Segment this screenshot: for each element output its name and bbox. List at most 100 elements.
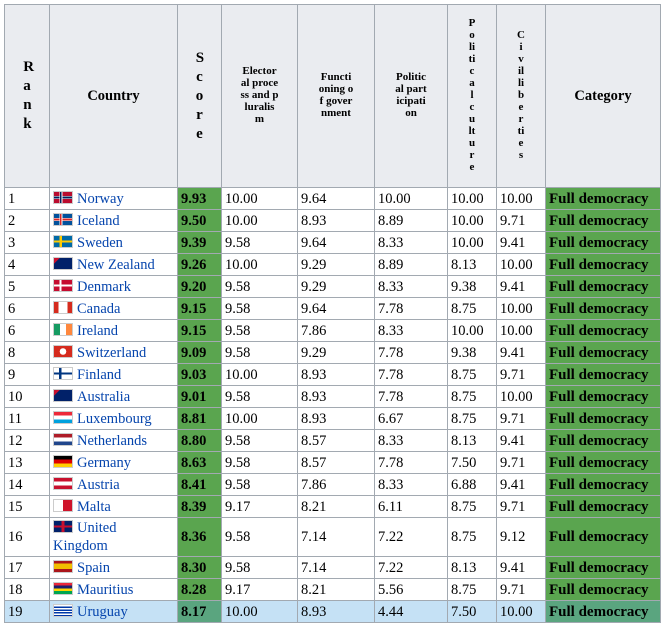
cell-text: 15 [8, 498, 23, 515]
table-cell: 9.38 [447, 275, 497, 298]
cell-text: 7.78 [378, 300, 404, 317]
country-link[interactable]: Canada [77, 300, 121, 317]
table-cell: 9.17 [221, 495, 298, 518]
country-link[interactable]: Norway [77, 190, 124, 207]
table-cell: 8.39 [177, 495, 222, 518]
table-cell[interactable]: Iceland [49, 209, 178, 232]
table-row: 10 Australia 9.01 9.58 8.93 7.78 8.75 10.00 Full… [4, 385, 661, 408]
cell-text: 9.58 [225, 432, 251, 449]
header-cell[interactable]: Political participation [374, 4, 448, 188]
table-row: 2 Iceland 9.50 10.00 8.93 8.89 10.00 9.71 Full d… [4, 209, 661, 232]
table-row: 19 Uruguay 8.17 10.00 8.93 4.44 7.50 10.00 Full … [4, 600, 661, 623]
flag-icon [53, 278, 73, 292]
cell-text: Full democracy [549, 366, 649, 383]
header-text: Rank [23, 59, 35, 132]
cell-text: 8.93 [301, 212, 327, 229]
header-cell[interactable]: Functioning of government [297, 4, 375, 188]
table-cell: 9.58 [221, 319, 298, 342]
table-cell[interactable]: Germany [49, 451, 178, 474]
table-cell[interactable]: Uruguay [49, 600, 178, 623]
table-cell[interactable]: Spain [49, 556, 178, 579]
table-cell[interactable]: Ireland [49, 319, 178, 342]
cell-text: 8.36 [181, 529, 207, 545]
header-cell[interactable]: Electoral process and pluralism [221, 4, 298, 188]
country-link[interactable]: Mauritius [77, 581, 134, 598]
table-cell: 9.41 [496, 429, 546, 452]
cell-text: 8.75 [451, 410, 477, 427]
table-cell[interactable]: Canada [49, 297, 178, 320]
country-link[interactable]: Malta [77, 498, 111, 515]
table-cell: 10.00 [447, 187, 497, 210]
header-cell[interactable]: Score [177, 4, 222, 188]
table-cell: 9.58 [221, 341, 298, 364]
cell-text: 6 [8, 300, 16, 317]
cell-text: 9.93 [181, 190, 207, 207]
table-cell: 11 [4, 407, 50, 430]
country-link[interactable]: Sweden [77, 234, 123, 251]
country-link[interactable]: Ireland [77, 322, 119, 339]
cell-text: 10.00 [451, 190, 484, 207]
country-link[interactable]: Spain [77, 559, 111, 576]
cell-text: 9.58 [225, 322, 251, 339]
table-cell[interactable]: Luxembourg [49, 407, 178, 430]
header-text: Political participation [395, 71, 427, 119]
country-link[interactable]: United Kingdom [53, 520, 117, 554]
cell-text: Full democracy [549, 322, 649, 339]
table-cell: 8.13 [447, 556, 497, 579]
table-cell[interactable]: Switzerland [49, 341, 178, 364]
table-cell[interactable]: Finland [49, 363, 178, 386]
table-cell[interactable]: Mauritius [49, 578, 178, 601]
table-cell: 8.75 [447, 517, 497, 557]
country-link[interactable]: Finland [77, 366, 122, 383]
table-cell: Full democracy [545, 319, 661, 342]
cell-text: 9.41 [500, 476, 526, 493]
cell-text: 9.58 [225, 529, 251, 545]
table-cell: 9.58 [221, 385, 298, 408]
table-cell[interactable]: Austria [49, 473, 178, 496]
country-link[interactable]: Iceland [77, 212, 120, 229]
table-cell: 8.89 [374, 209, 448, 232]
country-link[interactable]: Australia [77, 388, 131, 405]
cell-text: 9.64 [301, 234, 327, 251]
table-cell: 8.36 [177, 517, 222, 557]
flag-icon [53, 498, 73, 512]
country-link[interactable]: Austria [77, 476, 120, 493]
table-row: 5 Denmark 9.20 9.58 9.29 8.33 9.38 9.41 Full dem… [4, 275, 661, 298]
country-link[interactable]: Luxembourg [77, 410, 152, 427]
table-cell[interactable]: Australia [49, 385, 178, 408]
table-row: 13 Germany 8.63 9.58 8.57 7.78 7.50 9.71 Full de… [4, 451, 661, 474]
table-cell: Full democracy [545, 297, 661, 320]
table-cell[interactable]: Malta [49, 495, 178, 518]
table-cell[interactable]: Netherlands [49, 429, 178, 452]
header-cell[interactable]: Political culture [447, 4, 497, 188]
table-cell: 9.01 [177, 385, 222, 408]
country-link[interactable]: Germany [77, 454, 131, 471]
country-link[interactable]: New Zealand [77, 256, 155, 273]
table-cell[interactable]: Sweden [49, 231, 178, 254]
country-link[interactable]: Switzerland [77, 344, 147, 361]
cell-text: 14 [8, 476, 23, 493]
cell-text: 8.75 [451, 300, 477, 317]
table-cell[interactable]: United Kingdom [49, 517, 178, 557]
header-cell[interactable]: Civil liberties [496, 4, 546, 188]
table-cell: 8.63 [177, 451, 222, 474]
header-cell[interactable]: Country [49, 4, 178, 188]
cell-text: 10.00 [500, 190, 533, 207]
cell-text: 9.58 [225, 476, 251, 493]
cell-text: 9.01 [181, 388, 207, 405]
country-link[interactable]: Denmark [77, 278, 131, 295]
table-cell: Full democracy [545, 187, 661, 210]
table-cell[interactable]: Denmark [49, 275, 178, 298]
country-link[interactable]: Uruguay [77, 603, 128, 620]
table-cell: 8.93 [297, 600, 375, 623]
table-cell: Full democracy [545, 341, 661, 364]
table-cell: Full democracy [545, 495, 661, 518]
table-cell: 10.00 [221, 363, 298, 386]
table-cell[interactable]: Norway [49, 187, 178, 210]
country-link[interactable]: Netherlands [77, 432, 148, 449]
cell-text: 10.00 [451, 212, 484, 229]
table-cell[interactable]: New Zealand [49, 253, 178, 276]
header-cell[interactable]: Rank [4, 4, 50, 188]
header-cell[interactable]: Category [545, 4, 661, 188]
table-cell: 9.58 [221, 473, 298, 496]
